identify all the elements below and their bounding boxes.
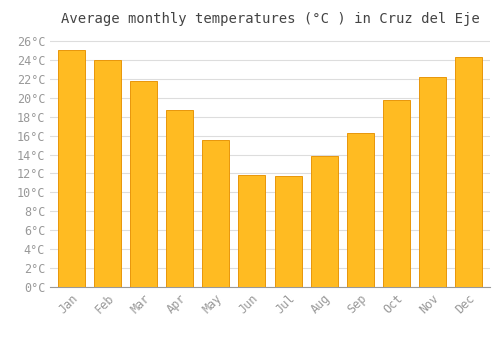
Bar xyxy=(455,57,482,287)
Bar xyxy=(238,175,266,287)
Bar xyxy=(94,60,121,287)
Title: Average monthly temperatures (°C ) in Cruz del Eje: Average monthly temperatures (°C ) in Cr… xyxy=(60,12,480,26)
Bar xyxy=(382,100,410,287)
Bar xyxy=(166,110,194,287)
Bar xyxy=(130,81,158,287)
Bar xyxy=(202,140,230,287)
Bar xyxy=(274,176,301,287)
Bar xyxy=(419,77,446,287)
Bar xyxy=(58,50,85,287)
Bar xyxy=(346,133,374,287)
Bar xyxy=(310,156,338,287)
